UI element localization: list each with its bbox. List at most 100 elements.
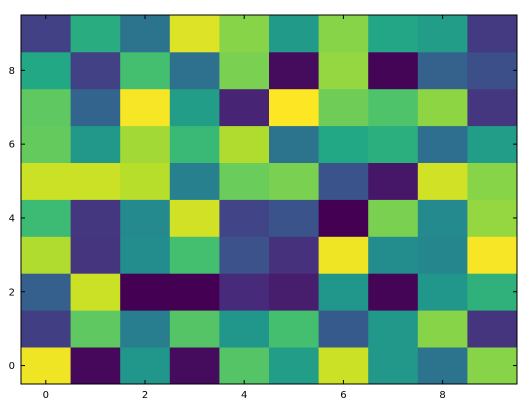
heatmap-cell xyxy=(21,199,71,237)
heatmap-cell xyxy=(120,15,171,53)
heatmap-cell xyxy=(269,15,319,53)
heatmap-cell xyxy=(368,51,419,90)
plot-frame xyxy=(20,14,518,385)
heatmap-cell xyxy=(318,273,369,311)
heatmap-cell xyxy=(417,347,468,385)
heatmap-cell xyxy=(318,199,369,237)
heatmap-cell xyxy=(318,347,369,385)
heatmap-cell xyxy=(269,162,319,200)
heatmap-cell xyxy=(269,236,319,274)
heatmap-cell xyxy=(219,347,270,385)
heatmap-cell xyxy=(368,15,419,53)
heatmap-cell xyxy=(169,236,220,274)
heatmap-cell xyxy=(417,125,468,163)
heatmap-cell xyxy=(21,88,71,127)
heatmap-cell xyxy=(21,15,71,53)
y-tick-label: 4 xyxy=(9,213,15,224)
heatmap-cell xyxy=(70,88,121,127)
heatmap-cell xyxy=(219,310,270,348)
heatmap-cell xyxy=(368,273,419,311)
heatmap-cell xyxy=(467,199,518,237)
heatmap-cell xyxy=(269,310,319,348)
heatmap-cell xyxy=(219,273,270,311)
heatmap-cell xyxy=(368,199,419,237)
heatmap-cell xyxy=(70,125,121,163)
heatmap-cell xyxy=(70,236,121,274)
heatmap-cell xyxy=(417,273,468,311)
heatmap-cell xyxy=(269,199,319,237)
heatmap-cell xyxy=(467,88,518,127)
heatmap-cell xyxy=(120,347,171,385)
heatmap-cell xyxy=(219,199,270,237)
heatmap-cell xyxy=(120,199,171,237)
heatmap-cell xyxy=(368,88,419,127)
heatmap-cell xyxy=(219,236,270,274)
heatmap-cell xyxy=(120,236,171,274)
heatmap-cell xyxy=(417,51,468,90)
heatmap-cell xyxy=(467,125,518,163)
x-tick-label: 2 xyxy=(142,390,148,401)
heatmap-cell xyxy=(21,162,71,200)
heatmap-cell xyxy=(70,15,121,53)
y-tick-label: 6 xyxy=(9,140,15,151)
heatmap-cell xyxy=(70,273,121,311)
heatmap-cell xyxy=(417,199,468,237)
heatmap-cell xyxy=(21,273,71,311)
heatmap-cell xyxy=(120,51,171,90)
heatmap-cell xyxy=(467,273,518,311)
heatmap-cell xyxy=(467,236,518,274)
heatmap-cell xyxy=(120,125,171,163)
heatmap-cell xyxy=(467,162,518,200)
heatmap-cell xyxy=(21,51,71,90)
heatmap-cell xyxy=(318,15,369,53)
heatmap-cell xyxy=(368,310,419,348)
heatmap-cell xyxy=(70,51,121,90)
heatmap-cell xyxy=(120,310,171,348)
heatmap-cell xyxy=(318,125,369,163)
heatmap-cell xyxy=(169,88,220,127)
heatmap-cell xyxy=(417,162,468,200)
heatmap-cell xyxy=(318,310,369,348)
heatmap-cell xyxy=(467,51,518,90)
x-tick-label: 6 xyxy=(340,390,346,401)
heatmap-cell xyxy=(169,273,220,311)
heatmap-cell xyxy=(417,15,468,53)
heatmap-cell xyxy=(269,88,319,127)
x-tick-label: 4 xyxy=(241,390,247,401)
heatmap-cell xyxy=(269,51,319,90)
heatmap-cell xyxy=(368,347,419,385)
heatmap-cell xyxy=(169,347,220,385)
x-tick-label: 0 xyxy=(43,390,49,401)
heatmap-cell xyxy=(219,125,270,163)
heatmap-cell xyxy=(368,236,419,274)
heatmap-cell xyxy=(169,199,220,237)
y-axis-ticks: 0 2 4 6 8 xyxy=(9,66,517,372)
heatmap-cell xyxy=(169,310,220,348)
heatmap-cell xyxy=(70,199,121,237)
heatmap-cell xyxy=(219,88,270,127)
heatmap-cell xyxy=(318,51,369,90)
heatmap-cell xyxy=(169,162,220,200)
heatmap-cell xyxy=(219,162,270,200)
heatmap-cell xyxy=(318,88,369,127)
heatmap-cell xyxy=(368,125,419,163)
heatmap-cell xyxy=(368,162,419,200)
heatmap-cell xyxy=(21,310,71,348)
heatmap-cell xyxy=(467,347,518,385)
x-axis-ticks: 0 2 4 6 8 xyxy=(43,15,446,401)
heatmap-cell xyxy=(21,125,71,163)
heatmap-cell xyxy=(169,125,220,163)
y-tick-label: 0 xyxy=(9,361,15,372)
y-tick-label: 8 xyxy=(9,66,15,77)
heatmap-cell xyxy=(417,236,468,274)
heatmap-cell xyxy=(269,273,319,311)
heatmap-cell xyxy=(219,51,270,90)
heatmap-cell xyxy=(467,310,518,348)
heatmap-cell xyxy=(120,273,171,311)
heatmap-cell xyxy=(318,236,369,274)
heatmap-cell xyxy=(169,51,220,90)
heatmap-cell xyxy=(120,88,171,127)
heatmap-cells xyxy=(21,15,518,385)
heatmap-cell xyxy=(417,88,468,127)
